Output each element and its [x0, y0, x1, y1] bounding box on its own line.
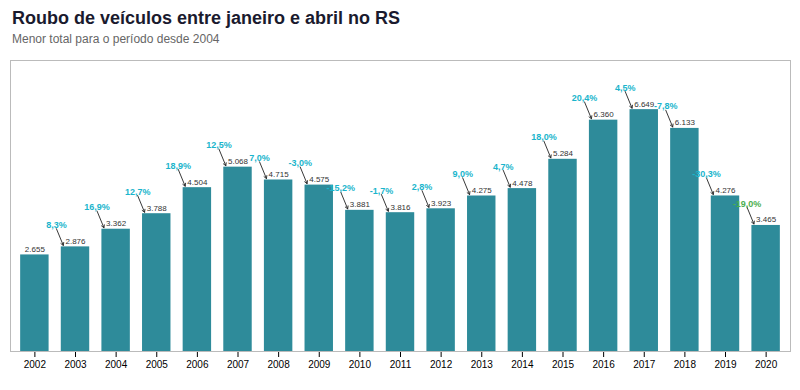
svg-text:4.478: 4.478 [512, 179, 533, 188]
svg-text:3.816: 3.816 [390, 203, 411, 212]
svg-text:9,0%: 9,0% [452, 169, 473, 179]
svg-text:16,9%: 16,9% [84, 202, 110, 212]
svg-text:5.068: 5.068 [228, 157, 249, 166]
svg-text:3.923: 3.923 [431, 199, 452, 208]
svg-text:2003: 2003 [64, 359, 87, 370]
svg-text:2010: 2010 [349, 359, 372, 370]
svg-text:5.284: 5.284 [553, 149, 574, 158]
svg-text:3.362: 3.362 [106, 219, 127, 228]
svg-text:2015: 2015 [552, 359, 575, 370]
svg-text:-15,2%: -15,2% [327, 183, 356, 193]
svg-text:2,8%: 2,8% [412, 182, 433, 192]
svg-text:6.649: 6.649 [634, 100, 655, 109]
html-text:Menor total para o período des: Menor total para o período desde 2004 [12, 32, 220, 46]
svg-text:3.788: 3.788 [147, 204, 168, 213]
svg-text:2019: 2019 [714, 359, 737, 370]
svg-text:4.715: 4.715 [269, 170, 290, 179]
svg-text:-3,0%: -3,0% [288, 158, 312, 168]
svg-text:2007: 2007 [227, 359, 250, 370]
svg-text:-1,7%: -1,7% [370, 186, 394, 196]
svg-text:3.465: 3.465 [756, 215, 777, 224]
svg-text:4,5%: 4,5% [615, 83, 636, 93]
svg-text:2011: 2011 [390, 359, 412, 370]
svg-text:2009: 2009 [308, 359, 331, 370]
svg-text:2005: 2005 [146, 359, 169, 370]
svg-text:8,3%: 8,3% [46, 220, 67, 230]
svg-text:2014: 2014 [511, 359, 534, 370]
svg-text:4.276: 4.276 [715, 186, 736, 195]
svg-text:2012: 2012 [430, 359, 453, 370]
svg-text:2013: 2013 [471, 359, 494, 370]
svg-text:2008: 2008 [268, 359, 291, 370]
svg-text:2018: 2018 [674, 359, 697, 370]
svg-text:18,9%: 18,9% [166, 161, 192, 171]
svg-text:3.881: 3.881 [350, 200, 371, 209]
svg-text:2.876: 2.876 [65, 237, 86, 246]
svg-text:-30,3%: -30,3% [692, 169, 721, 179]
svg-text:2.655: 2.655 [25, 245, 46, 254]
svg-text:7,0%: 7,0% [249, 153, 270, 163]
svg-text:18,0%: 18,0% [531, 132, 557, 142]
svg-text:4.275: 4.275 [472, 186, 493, 195]
svg-text:4.504: 4.504 [187, 178, 208, 187]
svg-text:6.133: 6.133 [675, 118, 696, 127]
svg-text:20,4%: 20,4% [572, 93, 598, 103]
svg-text:-7,8%: -7,8% [654, 101, 678, 111]
svg-text:4,7%: 4,7% [493, 162, 514, 172]
svg-text:6.360: 6.360 [594, 110, 615, 119]
svg-text:2006: 2006 [186, 359, 209, 370]
html-text:Roubo de veículos entre janeir: Roubo de veículos entre janeiro e abril … [12, 8, 401, 28]
svg-text:2004: 2004 [105, 359, 128, 370]
svg-text:4.575: 4.575 [309, 175, 330, 185]
svg-text:2020: 2020 [755, 359, 778, 370]
svg-text:2017: 2017 [633, 359, 656, 370]
svg-text:2002: 2002 [24, 359, 47, 370]
svg-text:-19,0%: -19,0% [733, 199, 762, 209]
svg-text:12,5%: 12,5% [206, 140, 232, 150]
svg-text:2016: 2016 [593, 359, 616, 370]
svg-text:12,7%: 12,7% [125, 187, 151, 197]
